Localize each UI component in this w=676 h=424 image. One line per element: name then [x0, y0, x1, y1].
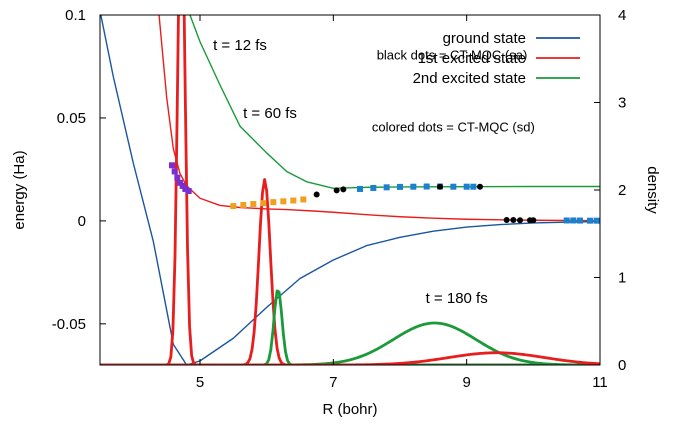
- dot-3-0: [357, 185, 363, 192]
- dot-4-1: [477, 183, 483, 190]
- dot-3-7: [450, 183, 457, 190]
- annotation-3: black dots = CT-MQC (sa): [377, 47, 528, 62]
- legend-label-0: ground state: [443, 30, 526, 47]
- dot-3-2: [383, 184, 390, 191]
- y-right-axis-label: density: [644, 166, 661, 214]
- dot-6-2: [517, 217, 523, 224]
- dot-2-1: [333, 187, 340, 194]
- dot-1-6: [290, 197, 297, 204]
- annotation-0: t = 12 fs: [213, 37, 267, 54]
- dot-0-6: [185, 188, 192, 195]
- y-left-tick-label-0: -0.05: [52, 316, 86, 333]
- x-tick-label-2: 9: [462, 374, 470, 391]
- y-right-tick-label-4: 4: [618, 7, 626, 24]
- dot-0-3: [177, 179, 183, 186]
- dot-0-5: [182, 185, 189, 192]
- dot-1-3: [260, 200, 267, 207]
- dot-5-2: [577, 217, 583, 224]
- dot-5-1: [570, 217, 577, 224]
- dot-0-2: [174, 174, 181, 181]
- dot-2-0: [313, 191, 320, 198]
- dot-6-4: [530, 217, 537, 224]
- dot-4-0: [437, 183, 443, 190]
- density-packet-3: [100, 321, 600, 365]
- dot-5-4: [593, 217, 600, 224]
- y-right-tick-label-3: 3: [618, 95, 626, 112]
- dot-1-1: [240, 202, 247, 209]
- dot-1-0: [230, 203, 237, 210]
- dot-0-0: [169, 162, 175, 169]
- legend-label-2: 2nd excited state: [413, 70, 526, 87]
- dot-3-8: [463, 183, 470, 190]
- dot-3-4: [410, 183, 417, 190]
- annotation-1: t = 60 fs: [243, 105, 297, 122]
- dot-3-1: [370, 184, 377, 191]
- dot-1-5: [280, 198, 287, 205]
- dot-5-3: [587, 217, 593, 224]
- dot-1-7: [300, 196, 307, 203]
- dot-1-2: [250, 201, 257, 207]
- dot-0-1: [171, 168, 178, 175]
- potential-curve-excited1: [158, 15, 600, 222]
- dot-3-3: [397, 183, 403, 190]
- annotation-2: t = 180 fs: [426, 290, 488, 307]
- y-right-tick-label-2: 2: [618, 182, 626, 199]
- dot-6-0: [503, 217, 510, 224]
- potential-curve-ground: [100, 15, 600, 365]
- y-left-axis-label: energy (Ha): [11, 150, 28, 229]
- dot-1-4: [270, 199, 277, 206]
- x-tick-label-0: 5: [196, 374, 204, 391]
- trajectory-dots: [169, 162, 600, 224]
- dot-2-2: [340, 186, 347, 193]
- dot-3-5: [423, 183, 430, 190]
- dot-6-1: [510, 217, 517, 224]
- annotation-4: colored dots = CT-MQC (sd): [372, 119, 535, 134]
- axes: 5 7 9 11 -0.05 0 0.05 0.1 0 1 2 3 4 R (bohr) energy (H…: [11, 7, 661, 418]
- legend-label-1: 1st excited state: [418, 50, 526, 67]
- x-tick-label-3: 11: [592, 374, 608, 391]
- y-left-tick-label-3: 0.1: [65, 7, 86, 24]
- y-right-tick-label-0: 0: [618, 357, 626, 374]
- dot-0-4: [179, 182, 186, 189]
- legend: ground state 1st excited state 2nd excited…: [413, 30, 580, 87]
- dot-3-9: [470, 183, 477, 190]
- y-left-tick-label-1: 0: [78, 213, 86, 230]
- dot-5-0: [563, 217, 570, 224]
- y-left-tick-label-2: 0.05: [57, 110, 86, 127]
- annotations: t = 12 fs t = 60 fs t = 180 fs black dots =…: [213, 37, 535, 307]
- x-axis-label: R (bohr): [322, 401, 377, 418]
- y-right-tick-label-1: 1: [618, 270, 626, 287]
- x-tick-label-1: 7: [329, 374, 337, 391]
